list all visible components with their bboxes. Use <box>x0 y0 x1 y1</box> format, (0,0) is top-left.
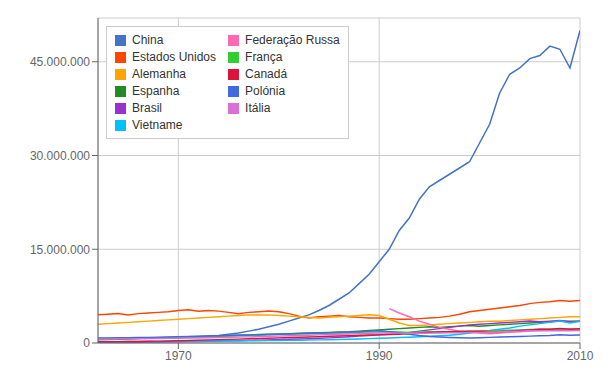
svg-text:1990: 1990 <box>366 349 393 363</box>
html-text:China: China <box>132 33 164 47</box>
svg-text:0: 0 <box>83 336 90 350</box>
svg-text:1970: 1970 <box>165 349 192 363</box>
svg-text:45.000.000: 45.000.000 <box>30 55 90 69</box>
html-text:França: França <box>245 50 283 64</box>
html-text:Alemanha: Alemanha <box>132 67 186 81</box>
svg-text:15.000.000: 15.000.000 <box>30 243 90 257</box>
html-text:Itália: Itália <box>245 101 271 115</box>
svg-text:2010: 2010 <box>567 349 594 363</box>
html-text:Federação Russa: Federação Russa <box>245 33 340 47</box>
html-text:Vietname: Vietname <box>132 118 183 132</box>
html-text:Polónia: Polónia <box>245 84 286 98</box>
html-text:Canadá: Canadá <box>245 67 288 81</box>
svg-text:30.000.000: 30.000.000 <box>30 149 90 163</box>
html-text:Estados Unidos: Estados Unidos <box>132 50 216 64</box>
html-text:Brasil: Brasil <box>132 101 162 115</box>
html-text:Espanha: Espanha <box>132 84 180 98</box>
